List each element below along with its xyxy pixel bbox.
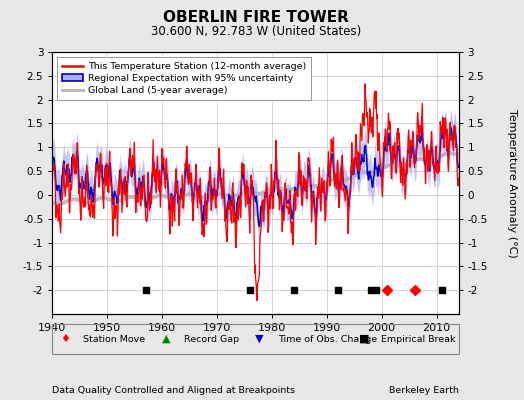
Text: OBERLIN FIRE TOWER: OBERLIN FIRE TOWER — [163, 10, 348, 25]
Text: Empirical Break: Empirical Break — [381, 334, 456, 344]
Legend: This Temperature Station (12-month average), Regional Expectation with 95% uncer: This Temperature Station (12-month avera… — [57, 57, 311, 100]
Text: Station Move: Station Move — [83, 334, 145, 344]
Text: ▲: ▲ — [162, 334, 170, 344]
Text: 30.600 N, 92.783 W (United States): 30.600 N, 92.783 W (United States) — [150, 25, 361, 38]
Text: Berkeley Earth: Berkeley Earth — [389, 386, 458, 395]
Text: ■: ■ — [359, 334, 369, 344]
Text: Time of Obs. Change: Time of Obs. Change — [278, 334, 377, 344]
Text: Data Quality Controlled and Aligned at Breakpoints: Data Quality Controlled and Aligned at B… — [52, 386, 296, 395]
Text: ▼: ▼ — [256, 334, 264, 344]
Y-axis label: Temperature Anomaly (°C): Temperature Anomaly (°C) — [507, 109, 517, 257]
Text: Record Gap: Record Gap — [184, 334, 239, 344]
Text: ♦: ♦ — [61, 334, 71, 344]
